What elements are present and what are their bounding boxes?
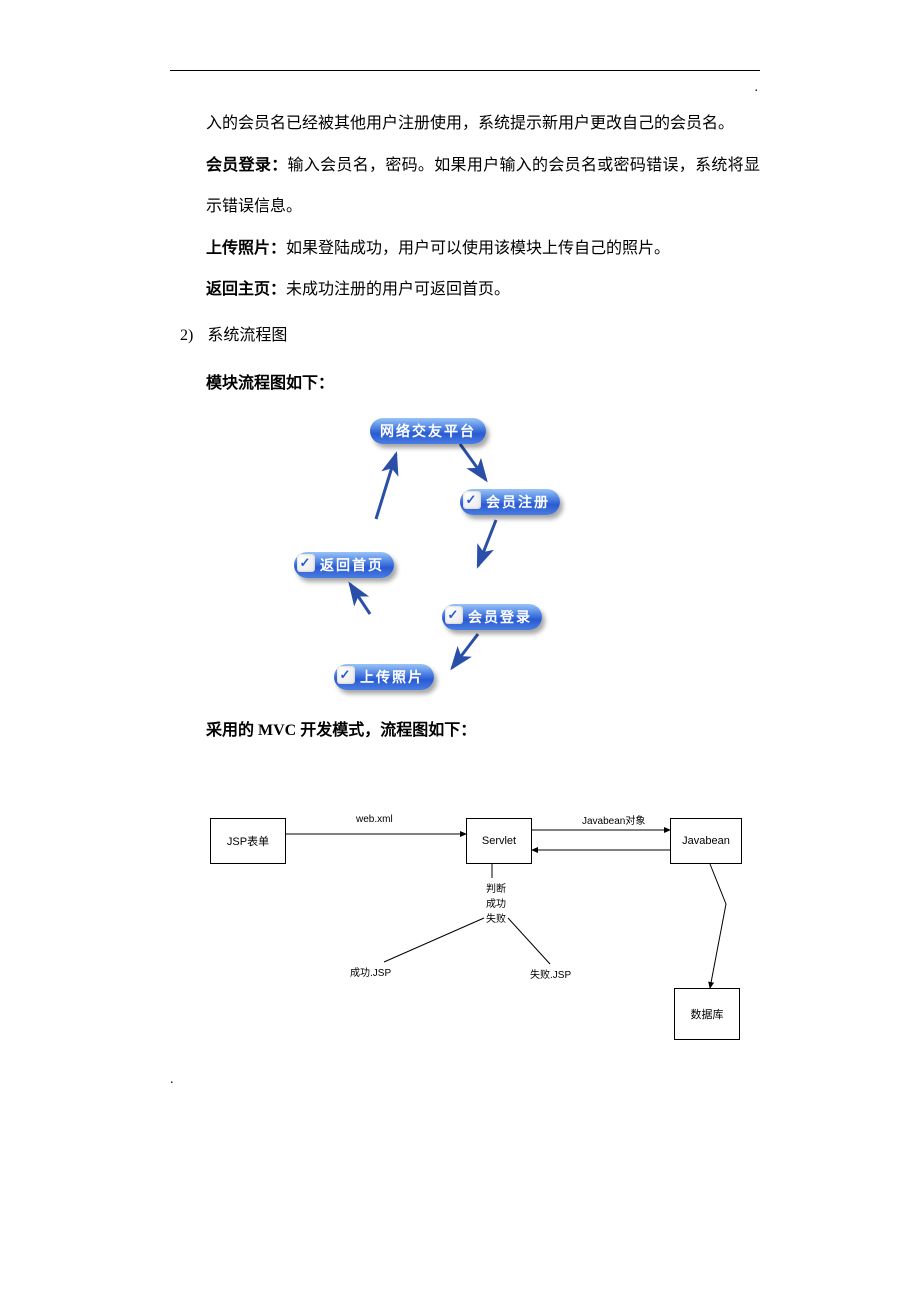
mvc-box-database: 数据库 xyxy=(674,988,740,1040)
mvc-label-judge: 判断 成功 失败 xyxy=(486,880,506,925)
text: 如果登陆成功，用户可以使用该模块上传自己的照片。 xyxy=(286,240,670,257)
label-upload: 上传照片： xyxy=(206,240,286,257)
paragraph-login: 会员登录：输入会员名，密码。如果用户输入的会员名或密码错误，系统将显示错误信息。 xyxy=(170,145,760,228)
top-rule xyxy=(170,70,760,71)
mvc-flowchart: JSP表单 Servlet Javabean 数据库 web.xml Javabean对… xyxy=(210,788,770,1068)
flow-node-label: 会员登录 xyxy=(468,611,532,626)
module-flowchart: 网络交友平台 ✓ 会员注册 ✓ 返回首页 ✓ 会员登录 ✓ 上传照片 xyxy=(260,414,590,704)
mvc-box-jsp_form: JSP表单 xyxy=(210,818,286,864)
check-icon: ✓ xyxy=(337,666,355,684)
mvc-label-webxml: web.xml xyxy=(356,814,393,825)
mvc-box-servlet: Servlet xyxy=(466,818,532,864)
text: 未成功注册的用户可返回首页。 xyxy=(286,281,510,298)
flow-node-login: ✓ 会员登录 xyxy=(442,604,542,630)
check-icon: ✓ xyxy=(445,606,463,624)
flow-node-platform: 网络交友平台 xyxy=(370,418,486,444)
flow-node-home: ✓ 返回首页 xyxy=(294,552,394,578)
section-heading: 2) 系统流程图 xyxy=(170,317,760,355)
check-icon: ✓ xyxy=(463,491,481,509)
mvc-box-javabean: Javabean xyxy=(670,818,742,864)
text: 输入会员名，密码。如果用户输入的会员名或密码错误，系统将显示错误信息。 xyxy=(206,157,760,216)
text: 入的会员名已经被其他用户注册使用，系统提示新用户更改自己的会员名。 xyxy=(206,115,734,132)
page-dot-bottom: . xyxy=(170,1072,174,1088)
flow-node-upload: ✓ 上传照片 xyxy=(334,664,434,690)
section-number: 2) xyxy=(180,317,193,355)
subheading-mvc-flow: 采用的 MVC 开发模式，流程图如下： xyxy=(170,712,760,750)
paragraph-continued: 入的会员名已经被其他用户注册使用，系统提示新用户更改自己的会员名。 xyxy=(170,103,760,145)
check-icon: ✓ xyxy=(297,554,315,572)
mvc-label-jbobj: Javabean对象 xyxy=(582,812,645,827)
paragraph-return: 返回主页：未成功注册的用户可返回首页。 xyxy=(170,269,760,311)
mvc-label-fail: 失败.JSP xyxy=(530,966,571,981)
flow-node-label: 会员注册 xyxy=(486,496,550,511)
flow-node-label: 网络交友平台 xyxy=(380,425,476,440)
document-page: . 入的会员名已经被其他用户注册使用，系统提示新用户更改自己的会员名。 会员登录… xyxy=(0,70,920,1068)
label-login: 会员登录： xyxy=(206,157,288,174)
flow-node-label: 上传照片 xyxy=(360,671,424,686)
section-title: 系统流程图 xyxy=(207,317,287,355)
subheading-module-flow: 模块流程图如下： xyxy=(170,365,760,403)
page-dot-top: . xyxy=(755,80,759,96)
mvc-label-succ: 成功.JSP xyxy=(350,964,391,979)
flow-node-register: ✓ 会员注册 xyxy=(460,489,560,515)
flow-node-label: 返回首页 xyxy=(320,559,384,574)
label-return: 返回主页： xyxy=(206,281,286,298)
paragraph-upload: 上传照片：如果登陆成功，用户可以使用该模块上传自己的照片。 xyxy=(170,228,760,270)
